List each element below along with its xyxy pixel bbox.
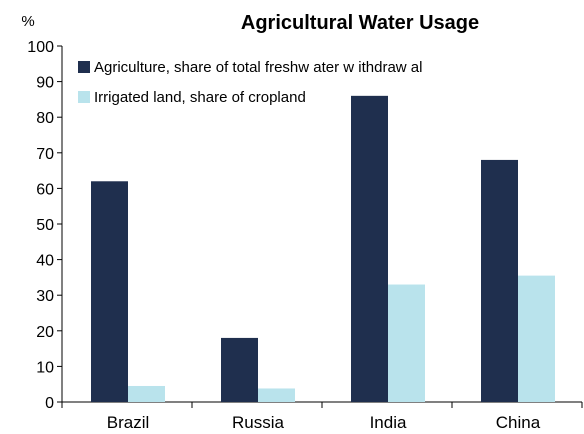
y-tick-label: 20 (36, 324, 54, 341)
x-category-label: Russia (232, 413, 285, 432)
x-category-label: India (370, 413, 407, 432)
bar-russia-series-2 (258, 388, 295, 402)
legend-swatch (78, 61, 90, 73)
x-category-label: Brazil (107, 413, 150, 432)
y-tick-label: 0 (45, 395, 54, 412)
legend-entry-label: Agriculture, share of total freshw ater … (94, 59, 422, 76)
y-tick-label: 60 (36, 181, 54, 198)
bar-india-series-2 (388, 284, 425, 402)
bar-india-series-1 (351, 95, 388, 402)
y-tick-label: 50 (36, 217, 54, 234)
bar-brazil-series-2 (128, 385, 165, 402)
y-tick-label: 70 (36, 146, 54, 163)
bar-brazil-series-1 (91, 181, 128, 402)
legend: Agriculture, share of total freshw ater … (78, 59, 422, 106)
chart-title: Agricultural Water Usage (241, 12, 479, 34)
legend-swatch (78, 91, 90, 103)
y-tick-label: 90 (36, 75, 54, 92)
plot-area: 0 10 20 30 40 50 60 70 80 90 100 Brazil Russia India C… (27, 39, 583, 432)
bar-russia-series-1 (221, 337, 258, 402)
y-tick-label: 40 (36, 253, 54, 270)
y-tick-label: 80 (36, 110, 54, 127)
y-tick-label: 10 (36, 359, 54, 376)
bar-china-series-2 (518, 275, 555, 402)
y-tick-label: 100 (27, 39, 54, 56)
legend-entry-label: Irrigated land, share of cropland (94, 89, 306, 106)
y-axis-unit-label: % (21, 13, 34, 30)
bar-china-series-1 (481, 159, 518, 402)
y-tick-label: 30 (36, 288, 54, 305)
x-category-label: China (496, 413, 541, 432)
